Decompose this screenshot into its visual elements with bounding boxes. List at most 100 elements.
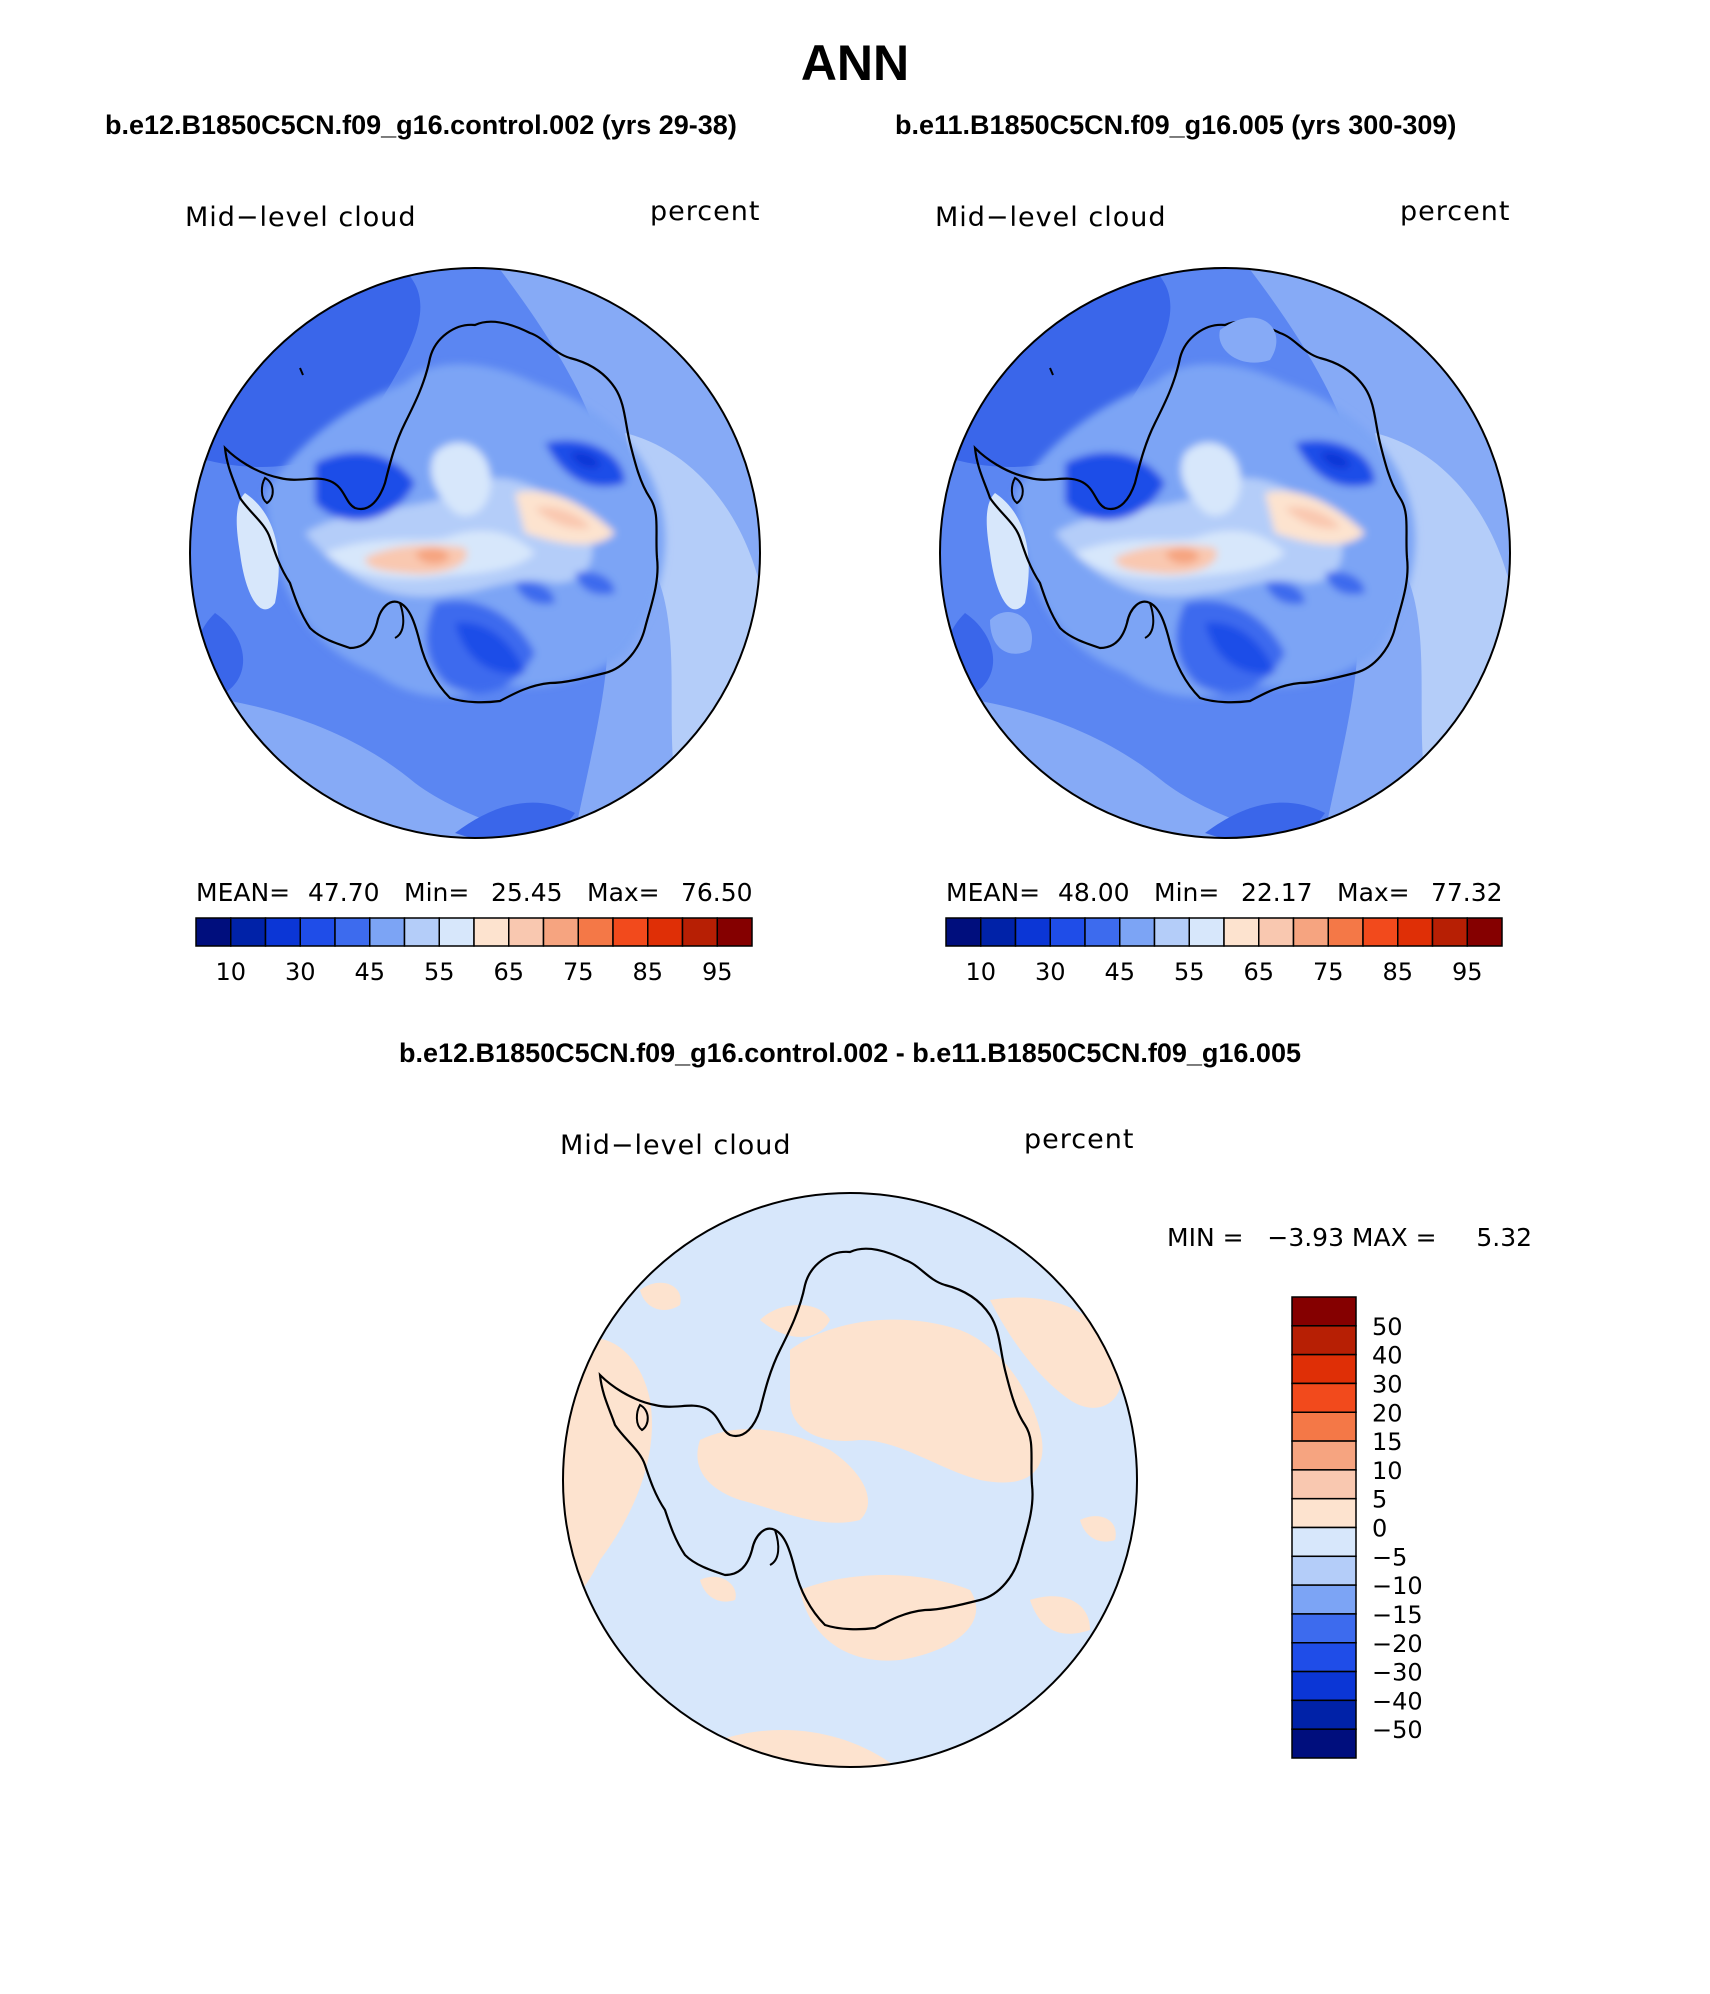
colorbar-swatch [1291, 1613, 1357, 1644]
diff-map-border [562, 1192, 1138, 1768]
colorbar-tick-label: 10 [1372, 1457, 1403, 1485]
colorbar-tick-label: 5 [1372, 1486, 1387, 1514]
colorbar-swatch [1119, 917, 1156, 947]
colorbar-swatch [1466, 917, 1503, 947]
max-label: Max= [587, 878, 660, 907]
colorbar-swatch [1291, 1296, 1357, 1327]
colorbar-swatch [1291, 1411, 1357, 1442]
colorbar-swatch [1292, 917, 1329, 947]
polar-map [175, 253, 775, 853]
colorbar-tick-label: −15 [1372, 1601, 1423, 1629]
panel-units-label: percent [650, 196, 760, 227]
colorbar-tick-label: 30 [1035, 958, 1066, 986]
colorbar-tick-label: −20 [1372, 1630, 1423, 1658]
colorbar-swatch [1327, 917, 1364, 947]
colorbar-tick-label: 95 [702, 958, 733, 986]
colorbar-swatch [1362, 917, 1399, 947]
colorbar-tick-label: −40 [1372, 1687, 1423, 1715]
colorbar-tick-label: 55 [424, 958, 455, 986]
colorbar-swatch [1291, 1526, 1357, 1558]
colorbar-tick-label: −50 [1372, 1716, 1423, 1744]
colorbar-swatch [647, 917, 684, 947]
polar-map [925, 253, 1525, 853]
colorbar-tick-label: 65 [493, 958, 524, 986]
colorbar-swatch [508, 917, 545, 947]
panel-left-label: Mid−level cloud [185, 202, 416, 233]
colorbar-swatch [1291, 1440, 1357, 1471]
colorbar-horizontal: 10 30 45 55 65 75 85 95 [945, 917, 1503, 986]
colorbar-swatch [716, 917, 753, 947]
colorbar-tick-label: 20 [1372, 1399, 1403, 1427]
panel-case-title: b.e12.B1850C5CN.f09_g16.control.002 (yrs… [105, 110, 737, 140]
colorbar-tick-label: 95 [1452, 958, 1483, 986]
colorbar-swatch [299, 917, 336, 947]
colorbar-swatch [230, 917, 267, 947]
diff-units-label: percent [1024, 1124, 1134, 1155]
colorbar-swatch [1291, 1497, 1357, 1529]
colorbar-tick-label: 45 [354, 958, 385, 986]
mean-value: 48.00 [1058, 878, 1130, 907]
colorbar-tick-label: 75 [1313, 958, 1344, 986]
colorbar-tick-label: 50 [1372, 1313, 1403, 1341]
colorbar-swatch [1291, 1699, 1357, 1730]
colorbar-swatch [542, 917, 579, 947]
colorbar-tick-label: 30 [285, 958, 316, 986]
colorbar-swatch [1223, 917, 1260, 947]
colorbar-swatch [681, 917, 718, 947]
colorbar-tick-label: 85 [632, 958, 663, 986]
figure-title: ANN [801, 35, 909, 91]
colorbar-tick-label: 40 [1372, 1342, 1403, 1370]
colorbar-horizontal: 10 30 45 55 65 75 85 95 [195, 917, 753, 986]
map-border [189, 267, 761, 839]
colorbar-swatch [980, 917, 1017, 947]
colorbar-swatch [403, 917, 440, 947]
colorbar-tick-label: 55 [1174, 958, 1205, 986]
colorbar-swatch [945, 917, 982, 947]
panel-left-label: Mid−level cloud [935, 202, 1166, 233]
colorbar-swatch [1291, 1469, 1357, 1500]
colorbar-swatch [1291, 1353, 1357, 1385]
diff-left-label: Mid−level cloud [560, 1130, 791, 1161]
panel-control: b.e12.B1850C5CN.f09_g16.control.002 (yrs… [105, 110, 775, 986]
panel-difference: b.e12.B1850C5CN.f09_g16.control.002 - b.… [399, 1038, 1532, 1768]
min-value: 22.17 [1241, 878, 1313, 907]
colorbar-tick-label: 75 [563, 958, 594, 986]
panel-case-title: b.e11.B1850C5CN.f09_g16.005 (yrs 300-309… [895, 110, 1456, 140]
colorbar-swatch [612, 917, 649, 947]
mean-label: MEAN= [946, 878, 1040, 907]
colorbar-tick-label: −5 [1372, 1543, 1407, 1571]
colorbar-swatch [473, 917, 510, 947]
colorbar-swatch [1258, 917, 1295, 947]
colorbar-tick-label: 15 [1372, 1428, 1403, 1456]
min-value: 25.45 [491, 878, 563, 907]
colorbar-swatch [1291, 1728, 1357, 1759]
colorbar-swatch [1291, 1670, 1357, 1702]
panel-reference: b.e11.B1850C5CN.f09_g16.005 (yrs 300-309… [895, 110, 1525, 986]
colorbar-tick-label: 45 [1104, 958, 1135, 986]
max-value: 77.32 [1431, 878, 1503, 907]
max-label: Max= [1337, 878, 1410, 907]
colorbar-swatch [577, 917, 614, 947]
colorbar-swatch [1291, 1325, 1357, 1356]
max-value: 76.50 [681, 878, 753, 907]
colorbar-swatch [1431, 917, 1468, 947]
colorbar-swatch [1397, 917, 1434, 947]
colorbar-swatch [369, 917, 406, 947]
colorbar-swatch [1049, 917, 1086, 947]
diff-minmax: MIN = −3.93 MAX = 5.32 [1167, 1223, 1532, 1252]
colorbar-swatch [1188, 917, 1225, 947]
map-border [939, 267, 1511, 839]
colorbar-tick-label: 85 [1382, 958, 1413, 986]
colorbar-swatch [1153, 917, 1190, 947]
min-label: Min= [404, 878, 469, 907]
colorbar-swatch [1014, 917, 1051, 947]
colorbar-swatch [264, 917, 301, 947]
colorbar-tick-label: 0 [1372, 1515, 1387, 1543]
colorbar-swatch [195, 917, 232, 947]
stats-line: MEAN= 48.00 Min= 22.17 Max= 77.32 [946, 878, 1503, 907]
min-label: Min= [1154, 878, 1219, 907]
colorbar-tick-label: 10 [215, 958, 246, 986]
stats-line: MEAN= 47.70 Min= 25.45 Max= 76.50 [196, 878, 753, 907]
